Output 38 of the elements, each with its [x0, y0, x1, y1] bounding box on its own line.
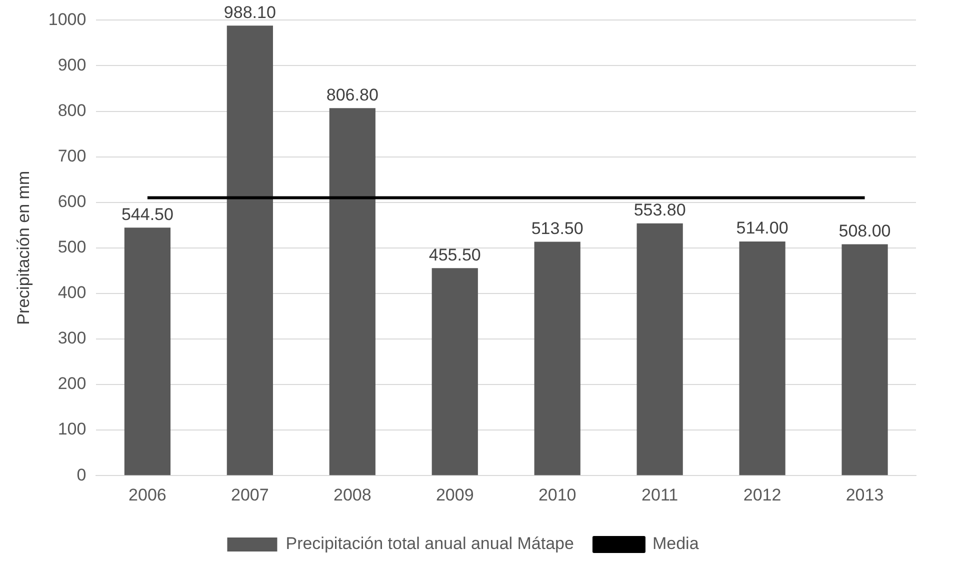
y-tick-label: 800	[58, 100, 86, 120]
x-tick-label: 2011	[642, 485, 678, 504]
data-label: 553.80	[634, 200, 686, 220]
x-tick-label: 2006	[128, 485, 166, 504]
y-tick-label: 200	[58, 374, 86, 394]
x-tick-label: 2012	[743, 485, 782, 504]
data-label: 544.50	[121, 204, 174, 224]
y-tick-label: 500	[58, 238, 86, 257]
y-tick-label: 1000	[48, 10, 86, 29]
data-label: 514.00	[736, 218, 788, 238]
y-tick-label: 100	[58, 420, 86, 439]
y-tick-label: 0	[76, 465, 86, 484]
bar	[739, 242, 786, 476]
bar	[636, 223, 683, 476]
x-tick-label: 2007	[231, 485, 269, 504]
bar	[226, 26, 273, 476]
bar	[124, 228, 171, 476]
bar	[842, 244, 888, 476]
y-tick-label: 900	[58, 55, 86, 74]
bar	[534, 242, 580, 476]
data-label: 806.80	[326, 85, 378, 104]
x-tick-label: 2010	[538, 485, 576, 504]
x-tick-label: 2013	[846, 485, 884, 504]
y-axis-title: Precipitación en mm	[14, 170, 33, 325]
bar	[432, 268, 478, 476]
bar	[329, 108, 376, 476]
y-tick-label: 700	[58, 146, 86, 166]
data-label: 508.00	[838, 221, 891, 240]
x-tick-label: 2009	[436, 485, 474, 504]
data-label: 988.10	[224, 2, 276, 22]
data-label: 455.50	[428, 245, 481, 264]
data-label: 513.50	[531, 218, 584, 238]
y-tick-label: 600	[58, 192, 86, 212]
y-tick-label: 400	[58, 283, 86, 302]
legend-label: Media	[652, 534, 700, 554]
legend-label: Precipitación total anual anual Mátape	[286, 534, 574, 554]
x-tick-label: 2008	[333, 485, 372, 504]
y-tick-label: 300	[58, 328, 86, 348]
